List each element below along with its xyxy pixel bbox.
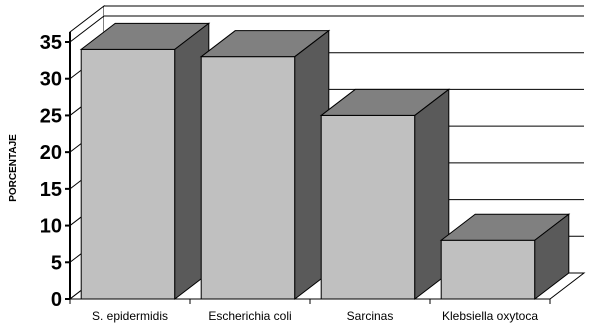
bar-front: [80, 48, 176, 300]
bar-front: [440, 239, 536, 300]
y-tick-label: 0: [51, 289, 62, 311]
gridline-connector: [69, 15, 105, 43]
bar-front: [320, 114, 416, 300]
y-tick-label: 10: [40, 216, 62, 238]
y-tick-label: 25: [40, 105, 62, 127]
y-axis-title: PORCENTAJE: [8, 134, 19, 202]
x-category-label: Sarcinas: [347, 309, 394, 323]
y-tick-label: 35: [40, 32, 62, 54]
bar-side: [534, 213, 570, 301]
bar-front: [200, 56, 296, 300]
y-tick-label: 15: [40, 179, 62, 201]
x-category-label: Klebsiella oxytoca: [442, 309, 538, 323]
y-tick-label: 20: [40, 142, 62, 164]
x-category-label: Escherichia coli: [208, 309, 291, 323]
x-category-label: S. epidermidis: [92, 309, 168, 323]
y-tick-label: 5: [51, 252, 62, 274]
y-tick-label: 30: [40, 69, 62, 91]
